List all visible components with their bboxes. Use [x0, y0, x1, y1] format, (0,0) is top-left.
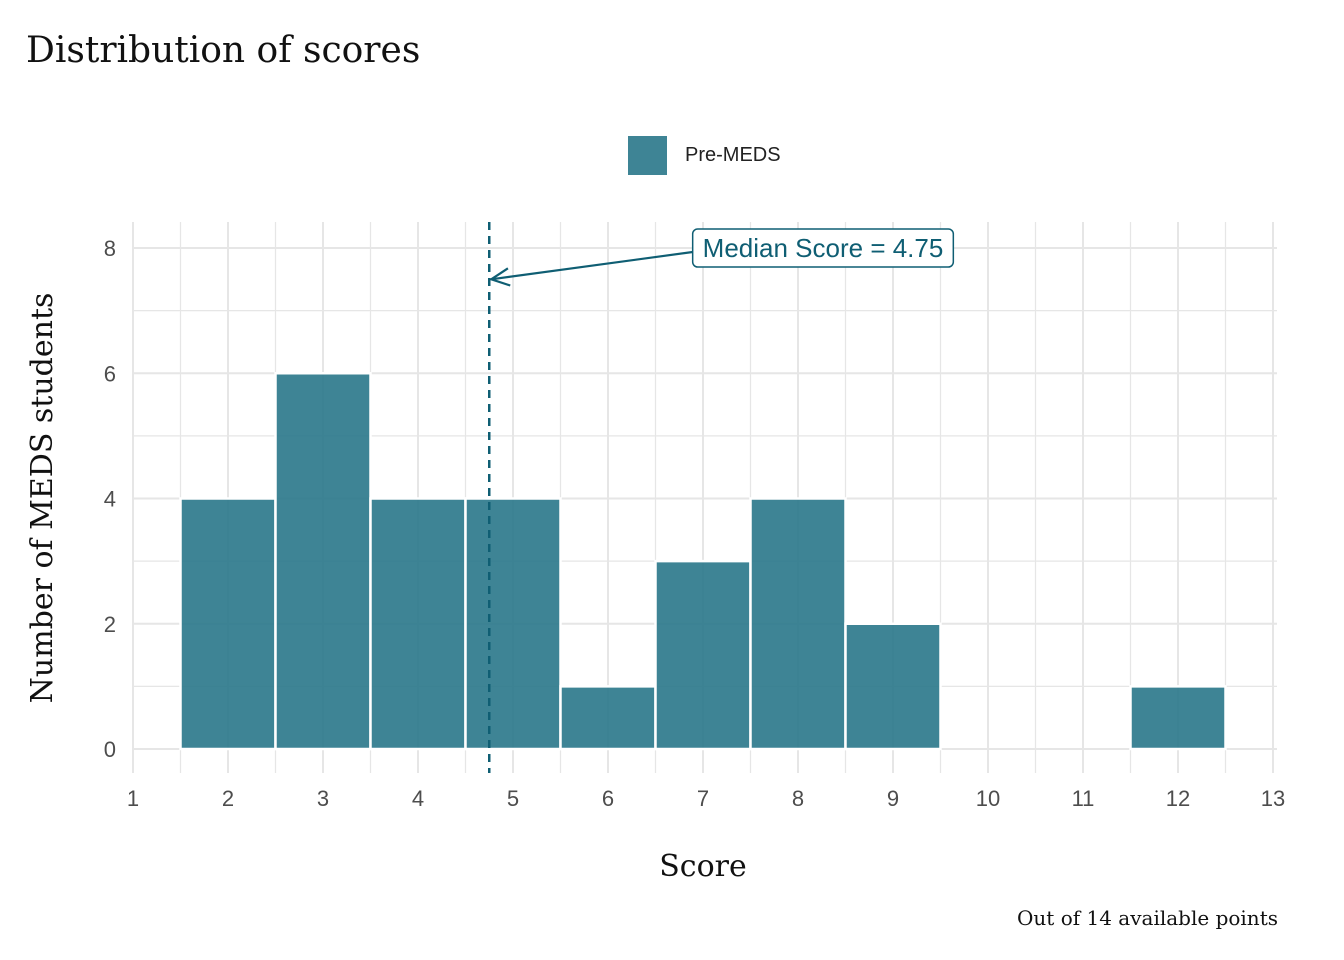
y-tick-label: 0: [104, 737, 116, 762]
y-axis-title: Number of MEDS students: [25, 293, 60, 704]
histogram-bar-3: [274, 372, 372, 751]
x-axis-title: Score: [659, 849, 747, 884]
legend: Pre-MEDS: [628, 135, 781, 175]
x-tick-label: 7: [697, 786, 709, 811]
x-tick-label: 4: [412, 786, 424, 811]
median-annotation-box: [691, 228, 955, 268]
y-tick-label: 8: [104, 236, 116, 261]
x-tick-label: 8: [792, 786, 804, 811]
chart-title: Distribution of scores: [26, 30, 421, 71]
x-axis-ticks: 1 2 3 4 5 6 7 8 9 10 11 12 13: [127, 786, 1285, 811]
x-tick-label: 13: [1261, 786, 1285, 811]
bars: [179, 372, 1227, 751]
x-tick-label: 2: [222, 786, 234, 811]
histogram-bar-4: [369, 497, 467, 751]
x-tick-label: 1: [127, 786, 139, 811]
x-tick-label: 3: [317, 786, 329, 811]
x-tick-label: 9: [887, 786, 899, 811]
legend-label: Pre-MEDS: [685, 143, 781, 166]
histogram-bar-5: [464, 497, 562, 751]
median-marker: Median Score = 4.75: [488, 222, 955, 773]
histogram-bar-2: [179, 497, 277, 751]
x-tick-label: 5: [507, 786, 519, 811]
chart-caption: Out of 14 available points: [1017, 906, 1278, 930]
x-tick-label: 10: [976, 786, 1000, 811]
y-tick-label: 6: [104, 361, 116, 386]
median-arrow-shaft: [491, 250, 693, 281]
y-tick-label: 4: [104, 487, 116, 512]
x-tick-label: 12: [1166, 786, 1190, 811]
histogram-bar-8: [749, 497, 847, 751]
y-tick-label: 2: [104, 612, 116, 637]
median-annotation-label: Median Score = 4.75: [703, 233, 944, 263]
histogram-bar-12: [1129, 685, 1227, 751]
histogram-bar-9: [844, 622, 942, 751]
histogram-bar-6: [559, 685, 657, 751]
x-tick-label: 11: [1072, 786, 1095, 811]
legend-swatch: [628, 135, 667, 175]
x-tick-label: 6: [602, 786, 614, 811]
histogram-bar-7: [654, 559, 752, 751]
median-arrow-head: [488, 267, 511, 287]
y-axis-ticks: 0 2 4 6 8: [104, 236, 116, 762]
